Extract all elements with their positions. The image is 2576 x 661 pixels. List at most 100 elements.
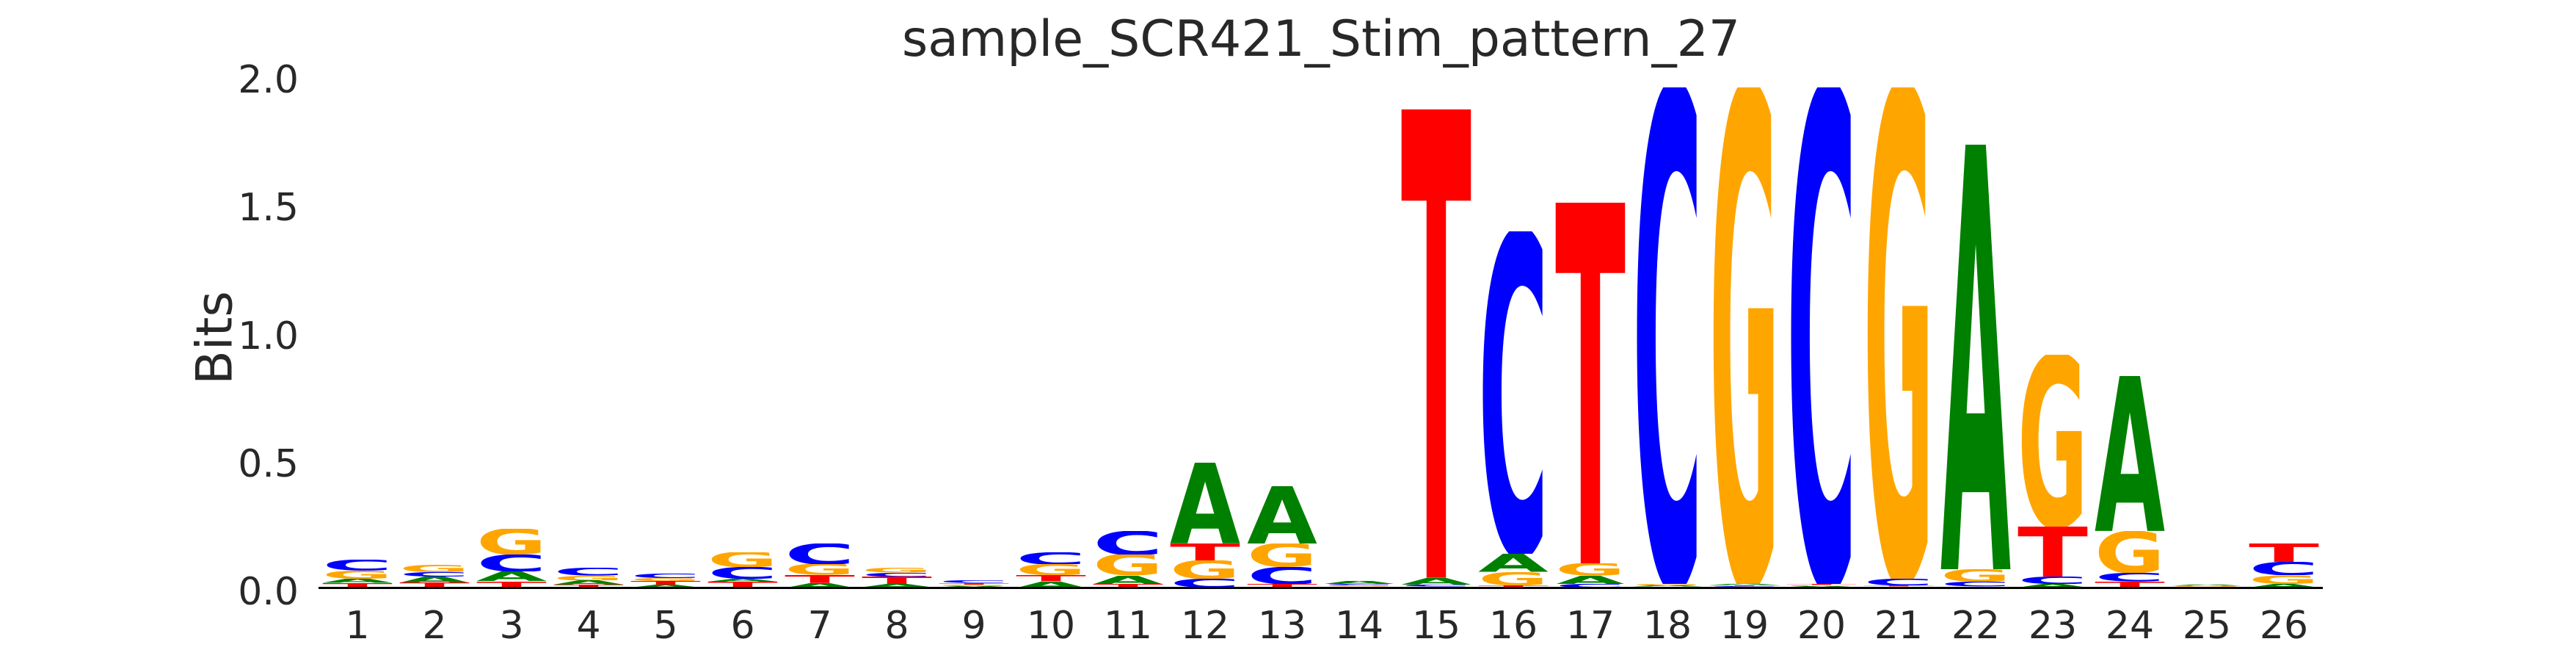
- logo-letter-C: C: [707, 567, 778, 579]
- x-tick-label: 25: [2182, 604, 2232, 648]
- x-tick-label: 15: [1411, 604, 1461, 648]
- svg-text:G: G: [785, 564, 855, 575]
- logo-letter-G: G: [1093, 555, 1163, 575]
- logo-letter-A: A: [2172, 585, 2242, 586]
- svg-text:G: G: [2249, 575, 2319, 584]
- logo-letter-A: A: [322, 579, 393, 583]
- logo-letter-A: A: [1632, 585, 1703, 587]
- logo-letter-T: T: [1863, 585, 1934, 586]
- svg-text:A: A: [1478, 554, 1549, 572]
- logo-letter-T: T: [785, 575, 855, 583]
- x-tick-label: 3: [499, 604, 524, 648]
- svg-text:C: C: [2095, 573, 2165, 582]
- svg-text:T: T: [1709, 585, 1780, 586]
- svg-text:A: A: [1555, 576, 1626, 585]
- logo-letter-T: T: [553, 585, 624, 588]
- svg-text:T: T: [785, 575, 855, 583]
- logo-letter-C: C: [630, 574, 701, 578]
- logo-letter-G: G: [1709, 87, 1780, 584]
- svg-text:C: C: [939, 580, 1009, 582]
- svg-text:T: T: [1478, 585, 1549, 588]
- y-tick-label: 0.0: [238, 570, 299, 614]
- svg-text:A: A: [1940, 145, 2011, 570]
- svg-text:A: A: [1709, 584, 1780, 585]
- svg-text:A: A: [2095, 376, 2165, 531]
- svg-text:T: T: [1786, 584, 1857, 585]
- logo-letter-T: T: [2095, 582, 2165, 588]
- logo-letter-A: A: [399, 577, 470, 582]
- logo-letter-G: G: [1940, 569, 2011, 582]
- svg-text:A: A: [2017, 584, 2088, 588]
- y-tick-label: 2.0: [238, 58, 299, 102]
- logo-letter-T: T: [1093, 584, 1163, 588]
- svg-text:G: G: [1632, 584, 1703, 585]
- svg-text:G: G: [553, 576, 624, 581]
- logo-letter-A: A: [2095, 376, 2165, 531]
- logo-letter-C: C: [322, 560, 393, 571]
- svg-text:G: G: [1016, 564, 1086, 575]
- logo-letter-G: G: [322, 571, 393, 579]
- x-tick-label: 17: [1565, 604, 1615, 648]
- svg-text:G: G: [322, 571, 393, 579]
- logo-letter-C: C: [1016, 552, 1086, 565]
- x-tick-label: 4: [576, 604, 601, 648]
- svg-text:C: C: [1709, 586, 1780, 588]
- logo-letter-C: C: [1478, 231, 1549, 554]
- logo-letter-G: G: [1632, 584, 1703, 585]
- y-tick-label: 1.5: [238, 186, 299, 231]
- logo-letter-A: A: [1016, 582, 1086, 588]
- svg-text:C: C: [1170, 579, 1240, 588]
- logo-letter-G: G: [553, 576, 624, 581]
- logo-letter-G: G: [1170, 560, 1240, 579]
- svg-text:A: A: [2249, 584, 2319, 588]
- logo-letter-G: G: [1555, 563, 1626, 576]
- logo-letter-C: C: [1247, 567, 1317, 584]
- logo-letter-G: G: [1863, 87, 1934, 579]
- logo-letter-A: A: [1247, 486, 1317, 543]
- svg-text:C: C: [1786, 87, 1857, 584]
- svg-text:A: A: [1093, 576, 1163, 585]
- logo-letter-T: T: [1170, 543, 1240, 560]
- svg-text:C: C: [1324, 584, 1394, 585]
- x-tick-label: 26: [2259, 604, 2309, 648]
- svg-text:A: A: [322, 579, 393, 583]
- x-tick-label: 14: [1334, 604, 1384, 648]
- svg-text:C: C: [1247, 567, 1317, 584]
- svg-text:C: C: [553, 568, 624, 575]
- x-tick-label: 6: [730, 604, 755, 648]
- logo-letter-T: T: [322, 583, 393, 588]
- svg-text:C: C: [2172, 587, 2242, 588]
- svg-text:G: G: [630, 578, 701, 581]
- logo-letter-T: T: [1709, 585, 1780, 586]
- x-tick-label: 16: [1488, 604, 1538, 648]
- logo-letter-A: A: [476, 571, 547, 581]
- svg-text:T: T: [2095, 582, 2165, 588]
- logo-letter-A: A: [785, 583, 855, 588]
- logo-letter-C: C: [1401, 585, 1471, 586]
- logo-letter-C: C: [1555, 584, 1626, 588]
- logo-letter-T: T: [2017, 527, 2088, 577]
- svg-text:C: C: [862, 573, 932, 577]
- svg-text:A: A: [785, 583, 855, 588]
- logo-letter-A: A: [1401, 578, 1471, 585]
- logo-letter-T: T: [1247, 584, 1317, 588]
- svg-text:C: C: [1555, 584, 1626, 588]
- svg-text:G: G: [2095, 531, 2165, 573]
- logo-letter-T: T: [707, 582, 778, 588]
- logo-letter-G: G: [1786, 585, 1857, 587]
- svg-text:T: T: [2017, 527, 2088, 577]
- logo-letter-G: G: [1247, 543, 1317, 567]
- svg-text:C: C: [1940, 582, 2011, 586]
- logo-letter-A: A: [1170, 463, 1240, 543]
- x-tick-label: 11: [1103, 604, 1153, 648]
- svg-text:C: C: [1478, 231, 1549, 554]
- x-tick-label: 12: [1180, 604, 1230, 648]
- svg-text:G: G: [1093, 555, 1163, 575]
- logo-letter-G: G: [2017, 355, 2088, 526]
- x-tick-label: 2: [422, 604, 447, 648]
- svg-text:T: T: [630, 581, 701, 585]
- x-tick-label: 19: [1720, 604, 1769, 648]
- svg-text:A: A: [1324, 581, 1394, 584]
- x-tick-label: 10: [1026, 604, 1076, 648]
- svg-text:G: G: [399, 565, 470, 572]
